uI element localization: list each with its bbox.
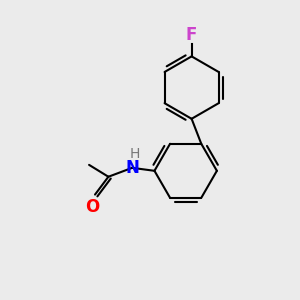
Text: O: O bbox=[85, 198, 99, 216]
Text: H: H bbox=[129, 147, 140, 161]
Text: N: N bbox=[125, 159, 139, 177]
Text: F: F bbox=[186, 26, 197, 44]
